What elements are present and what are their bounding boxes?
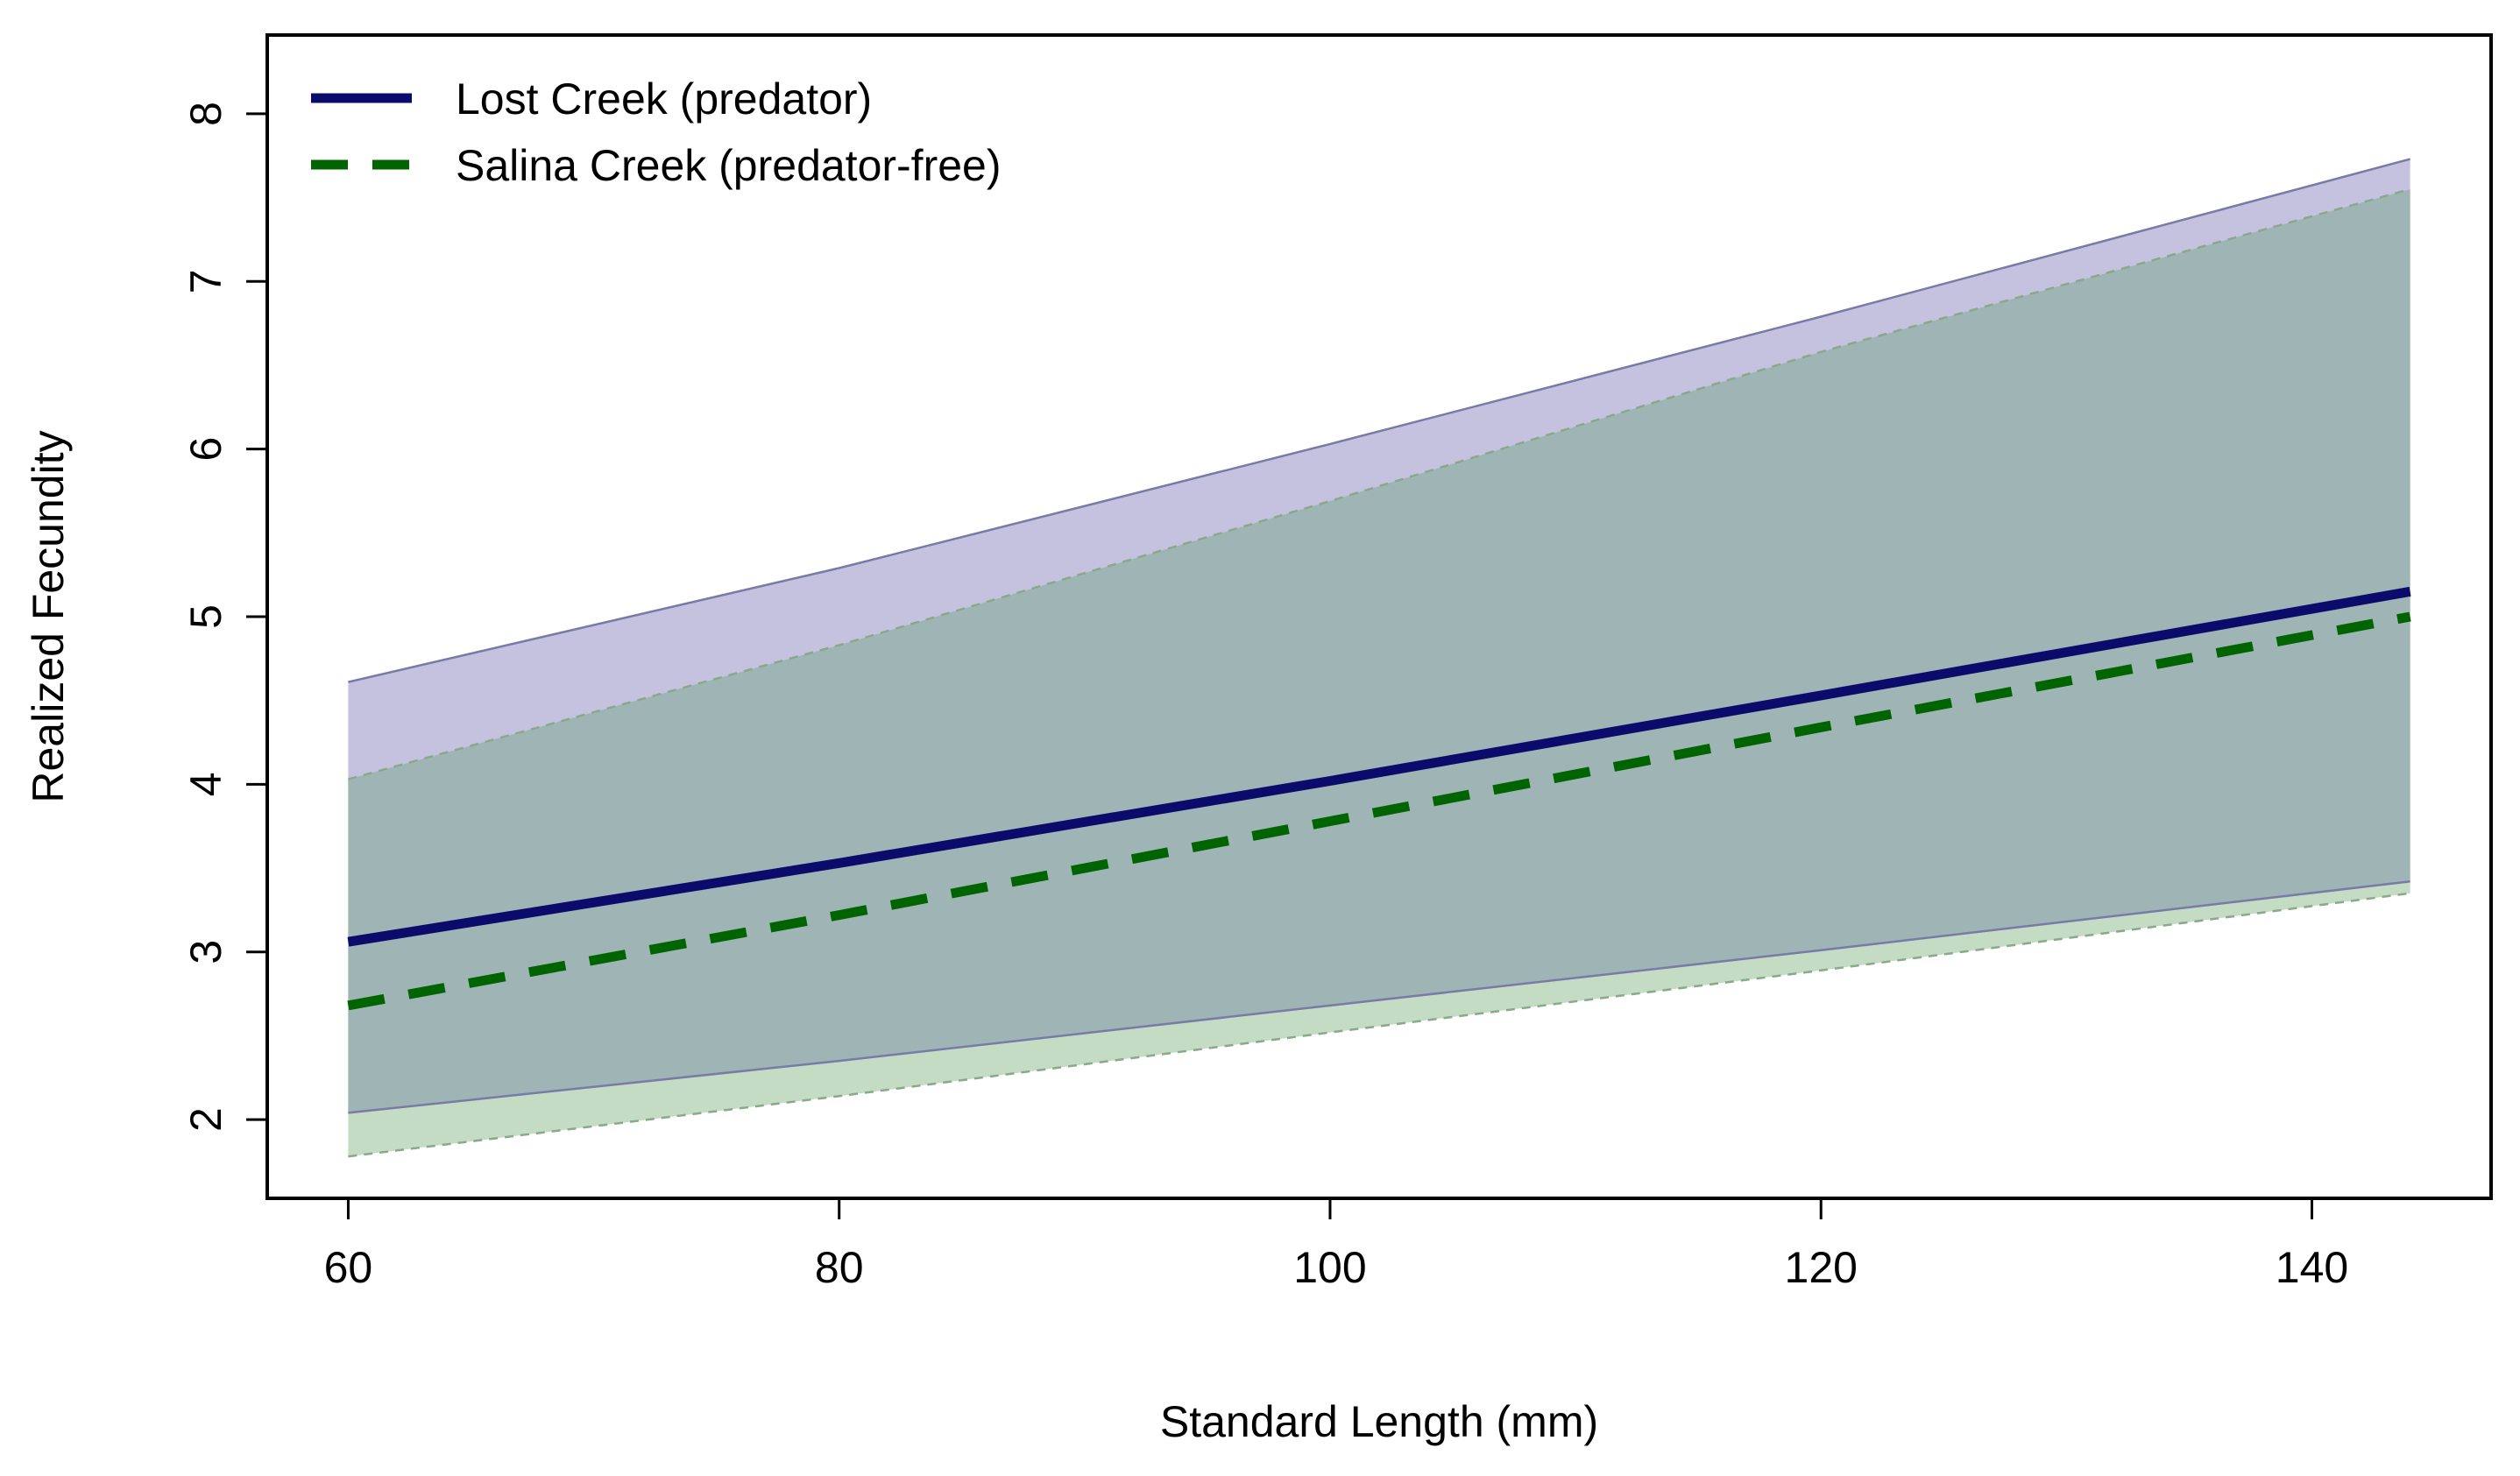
y-tick-label: 7 bbox=[181, 269, 230, 293]
y-axis: 2 3 4 5 6 7 8 bbox=[181, 102, 269, 1132]
x-tick-label: 60 bbox=[324, 1243, 373, 1292]
series-line-2 bbox=[347, 611, 2411, 1011]
y-tick-label: 8 bbox=[181, 102, 230, 126]
y-tick-label: 5 bbox=[181, 604, 230, 629]
confidence-band-overlap bbox=[348, 189, 2410, 1113]
legend-label-2: Salina Creek (predator-free) bbox=[456, 141, 1002, 190]
x-tick-label: 80 bbox=[815, 1243, 864, 1292]
x-axis: 60 80 100 120 140 bbox=[324, 1197, 2348, 1292]
band-upper-edge-1 bbox=[348, 158, 2410, 683]
series-line-1 bbox=[347, 586, 2411, 947]
x-tick-label: 140 bbox=[2276, 1243, 2348, 1292]
band-upper-edge-2 bbox=[348, 187, 2410, 780]
y-tick-label: 3 bbox=[181, 940, 230, 964]
y-tick-label: 6 bbox=[181, 437, 230, 462]
legend-label-1: Lost Creek (predator) bbox=[456, 74, 872, 124]
band-lower-edge-1 bbox=[348, 880, 2410, 1114]
series-lines bbox=[347, 586, 2411, 1011]
legend: Lost Creek (predator) Salina Creek (preda… bbox=[311, 74, 1002, 190]
x-axis-label: Standard Length (mm) bbox=[1160, 1397, 1598, 1446]
y-axis-label: Realized Fecundity bbox=[24, 430, 73, 802]
y-tick-label: 4 bbox=[181, 772, 230, 796]
y-tick-label: 2 bbox=[181, 1107, 230, 1132]
x-tick-label: 120 bbox=[1785, 1243, 1858, 1292]
x-tick-label: 100 bbox=[1293, 1243, 1366, 1292]
